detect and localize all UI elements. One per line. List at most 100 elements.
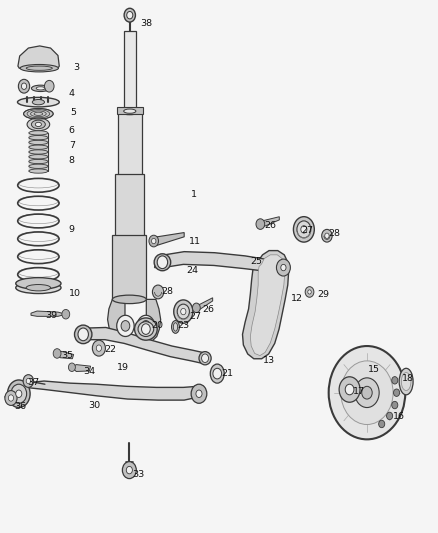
Circle shape xyxy=(45,80,54,92)
Text: 30: 30 xyxy=(88,401,101,410)
Text: 25: 25 xyxy=(251,257,262,265)
Ellipse shape xyxy=(29,140,48,144)
Ellipse shape xyxy=(29,169,48,173)
Circle shape xyxy=(126,466,132,474)
Text: 33: 33 xyxy=(132,470,144,479)
Circle shape xyxy=(297,221,311,238)
Ellipse shape xyxy=(16,278,61,289)
Polygon shape xyxy=(81,327,207,363)
Circle shape xyxy=(339,377,360,402)
Polygon shape xyxy=(258,217,279,227)
Polygon shape xyxy=(14,381,202,400)
Circle shape xyxy=(325,233,329,238)
Ellipse shape xyxy=(134,318,157,340)
Circle shape xyxy=(256,219,265,229)
Ellipse shape xyxy=(27,118,49,131)
Text: 1: 1 xyxy=(191,190,197,199)
Bar xyxy=(124,30,136,111)
Circle shape xyxy=(96,345,102,351)
Circle shape xyxy=(117,316,134,336)
Text: 36: 36 xyxy=(14,402,27,411)
Ellipse shape xyxy=(399,368,413,395)
Circle shape xyxy=(122,462,136,479)
Text: 20: 20 xyxy=(152,321,163,330)
Text: 4: 4 xyxy=(69,88,75,98)
Ellipse shape xyxy=(20,64,58,72)
Text: 26: 26 xyxy=(202,305,215,314)
Text: 10: 10 xyxy=(69,288,81,297)
Circle shape xyxy=(181,309,186,315)
Circle shape xyxy=(16,390,22,398)
Circle shape xyxy=(157,256,168,269)
Text: 38: 38 xyxy=(140,19,152,28)
Circle shape xyxy=(308,290,311,294)
Text: 11: 11 xyxy=(188,237,201,246)
Circle shape xyxy=(11,384,27,403)
Circle shape xyxy=(328,346,405,439)
Polygon shape xyxy=(155,252,283,272)
Ellipse shape xyxy=(113,295,146,304)
Circle shape xyxy=(345,384,354,395)
Circle shape xyxy=(191,384,207,403)
Text: 9: 9 xyxy=(69,225,75,234)
Text: 15: 15 xyxy=(368,366,380,374)
Bar xyxy=(117,108,143,114)
Circle shape xyxy=(121,320,130,331)
Ellipse shape xyxy=(119,108,141,115)
Circle shape xyxy=(379,420,385,427)
Text: 37: 37 xyxy=(28,377,39,386)
Circle shape xyxy=(392,401,398,409)
Polygon shape xyxy=(243,251,289,359)
Ellipse shape xyxy=(173,322,178,331)
Text: 27: 27 xyxy=(301,226,313,235)
Circle shape xyxy=(281,264,286,271)
Bar xyxy=(29,133,48,171)
Text: 7: 7 xyxy=(69,141,75,150)
Circle shape xyxy=(341,361,393,424)
Circle shape xyxy=(177,304,189,319)
Text: 35: 35 xyxy=(61,351,74,360)
Ellipse shape xyxy=(29,155,48,159)
Circle shape xyxy=(201,354,208,362)
Ellipse shape xyxy=(29,145,48,149)
Circle shape xyxy=(137,316,155,336)
Circle shape xyxy=(174,300,193,323)
Circle shape xyxy=(78,328,88,341)
Text: 5: 5 xyxy=(70,108,76,117)
Ellipse shape xyxy=(74,325,92,344)
Ellipse shape xyxy=(26,285,50,291)
Ellipse shape xyxy=(138,321,154,336)
Polygon shape xyxy=(152,232,184,245)
Bar xyxy=(113,235,146,300)
Circle shape xyxy=(196,390,202,398)
Ellipse shape xyxy=(172,320,180,333)
Ellipse shape xyxy=(35,122,42,126)
Ellipse shape xyxy=(26,66,52,70)
Ellipse shape xyxy=(124,109,136,114)
Circle shape xyxy=(21,83,27,90)
Polygon shape xyxy=(72,365,91,372)
Circle shape xyxy=(305,287,314,297)
Ellipse shape xyxy=(29,159,48,164)
Circle shape xyxy=(276,259,290,276)
Ellipse shape xyxy=(210,364,224,383)
Text: 27: 27 xyxy=(189,312,201,321)
Text: 16: 16 xyxy=(393,411,405,421)
Circle shape xyxy=(149,235,159,247)
Text: 26: 26 xyxy=(265,221,277,230)
Circle shape xyxy=(68,363,75,372)
Text: 24: 24 xyxy=(186,266,198,275)
Polygon shape xyxy=(31,311,66,317)
Polygon shape xyxy=(146,300,161,342)
Ellipse shape xyxy=(29,131,48,135)
Text: 22: 22 xyxy=(105,345,117,354)
Ellipse shape xyxy=(32,120,46,128)
Circle shape xyxy=(152,238,156,244)
Polygon shape xyxy=(194,298,213,311)
Text: 6: 6 xyxy=(69,126,75,135)
Polygon shape xyxy=(108,300,125,342)
Circle shape xyxy=(152,285,164,299)
Circle shape xyxy=(392,377,398,384)
Circle shape xyxy=(387,412,392,419)
Ellipse shape xyxy=(32,100,45,105)
